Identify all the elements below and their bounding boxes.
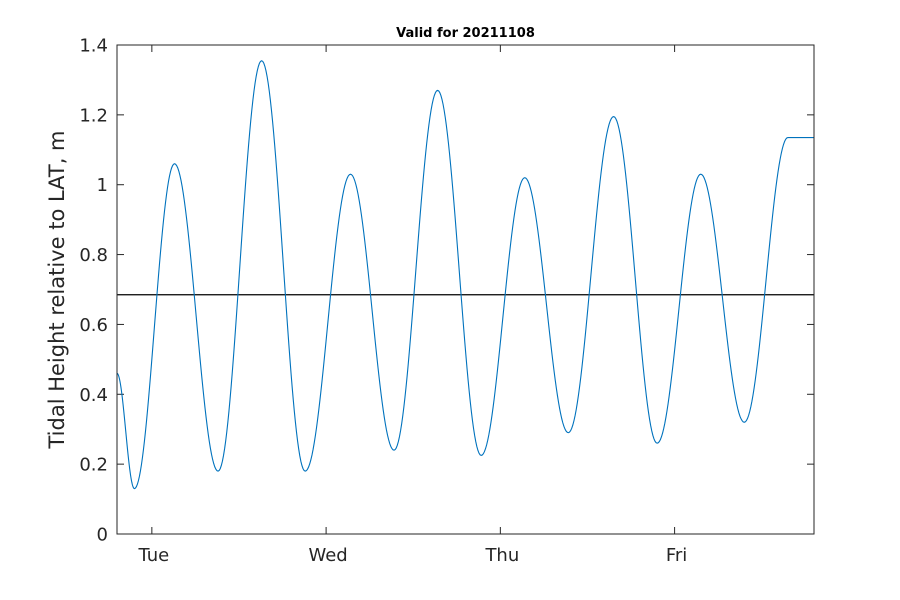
x-tick-label: Thu	[484, 545, 519, 566]
y-tick-label: 0.8	[79, 245, 108, 266]
x-tick-label: Tue	[137, 545, 169, 566]
plot-area	[117, 45, 814, 534]
y-tick-label: 0.4	[79, 385, 108, 406]
y-tick-label: 0	[97, 525, 108, 546]
chart-title: Valid for 20211108	[396, 26, 535, 41]
plot-frame	[116, 44, 815, 535]
x-tick-label: Fri	[666, 545, 687, 566]
y-axis-ticks: 0 0.2 0.4 0.6 0.8 1 1.2 1.4	[79, 36, 814, 546]
y-tick-label: 1.4	[79, 36, 108, 57]
y-tick-label: 1.2	[79, 105, 108, 126]
y-tick-label: 1	[97, 175, 108, 196]
y-tick-label: 0.6	[79, 315, 108, 336]
y-axis-label: Tidal Height relative to LAT, m	[45, 130, 69, 449]
x-tick-label: Wed	[308, 545, 347, 566]
y-tick-label: 0.2	[79, 455, 108, 476]
x-axis-ticks: Tue Wed Thu Fri	[137, 45, 687, 566]
series-line	[116, 60, 814, 490]
